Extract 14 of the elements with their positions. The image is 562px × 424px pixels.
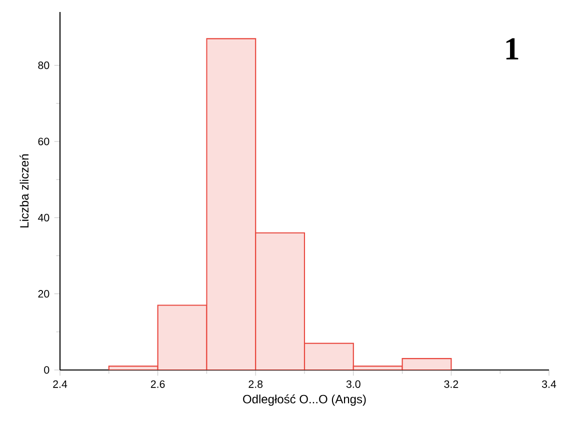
x-tick-label: 3.0 [346, 380, 360, 388]
y-tick-label: 20 [38, 290, 50, 298]
y-tick-label: 80 [38, 62, 50, 70]
x-tick-label: 2.6 [150, 380, 165, 388]
annotation: 1 [506, 38, 518, 60]
x-tick-label: 3.4 [542, 380, 556, 388]
y-tick-label: 40 [38, 214, 50, 222]
y-axis-title: Liczba zliczeń [20, 154, 29, 228]
x-tick-label: 3.2 [444, 380, 458, 388]
x-tick-label: 2.8 [248, 380, 263, 388]
x-axis-title: Odległość O...O (Angs) [243, 394, 366, 406]
y-tick-label: 0 [44, 366, 50, 374]
y-tick-label: 60 [38, 138, 50, 146]
x-tick-label: 2.4 [53, 380, 68, 388]
